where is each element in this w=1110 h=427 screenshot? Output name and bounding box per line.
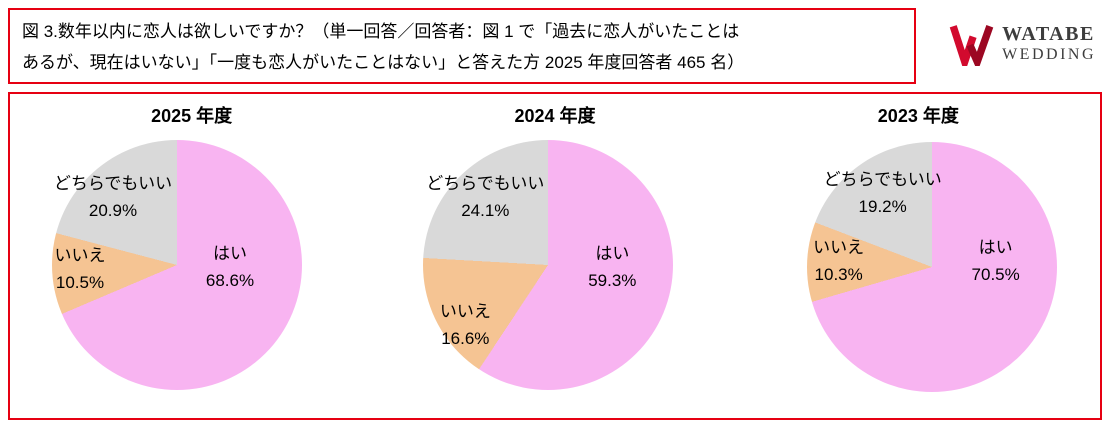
pie-label-no: いいえ 10.3% <box>799 234 879 288</box>
logo-brand-top: WATABE <box>1002 23 1095 46</box>
pie-label-yes: はい 68.6% <box>185 240 275 294</box>
pie-label-value: 68.6% <box>205 271 255 290</box>
pie-label-neutral: どちらでもいい 20.9% <box>38 170 188 224</box>
charts-row: 2025 年度 はい 68.6% いいえ 10.5% どちらでもいい 20.9%… <box>10 94 1100 418</box>
pie-label-value: 10.5% <box>55 273 105 292</box>
pie-chart-2023: 2023 年度 はい 70.5% いいえ 10.3% どちらでもいい 19.2% <box>737 94 1100 418</box>
pie-chart-2024: 2024 年度 はい 59.3% いいえ 16.6% どちらでもいい 24.1% <box>373 94 736 418</box>
pie-label-value: 19.2% <box>858 197 907 216</box>
pie-label-value: 59.3% <box>588 271 637 290</box>
watabe-ribbon-w-icon <box>949 25 994 66</box>
pie-label-text: いいえ <box>813 238 865 257</box>
pie-label-text: いいえ <box>439 302 491 321</box>
logo-text: WATABE WEDDING <box>1002 23 1096 64</box>
pie-label-text: はい <box>213 244 247 263</box>
pie-label-text: はい <box>595 244 630 263</box>
chart-title-2023: 2023 年度 <box>877 106 959 126</box>
pie-label-yes: はい 70.5% <box>951 234 1041 288</box>
pie-label-value: 70.5% <box>971 265 1020 284</box>
pie-chart-2025: 2025 年度 はい 68.6% いいえ 10.5% どちらでもいい 20.9% <box>10 94 373 418</box>
pie-label-text: どちらでもいい <box>53 174 173 193</box>
pie-2025 <box>52 140 302 390</box>
pie-label-text: どちらでもいい <box>823 170 942 189</box>
pie-label-value: 20.9% <box>88 201 138 220</box>
pie-label-no: いいえ 16.6% <box>425 298 505 352</box>
pie-label-text: いいえ <box>54 246 106 265</box>
pie-label-text: どちらでもいい <box>426 174 545 193</box>
pie-label-neutral: どちらでもいい 24.1% <box>410 170 560 224</box>
pie-label-text: はい <box>978 238 1013 257</box>
pie-label-value: 24.1% <box>461 201 510 220</box>
figure-title-line2: あるが、現在はいない」「一度も恋人がいたことはない」と答えた方 2025 年度回… <box>22 53 745 72</box>
pie-label-neutral: どちらでもいい 19.2% <box>808 166 958 220</box>
pie-label-yes: はい 59.3% <box>567 240 657 294</box>
pie-label-value: 10.3% <box>814 265 863 284</box>
figure-title-box: 図 3.数年以内に恋人は欲しいですか？（単一回答／回答者：図 1 で「過去に恋人… <box>8 8 916 84</box>
chart-title-2024: 2024 年度 <box>514 106 596 126</box>
figure-title-line1: 図 3.数年以内に恋人は欲しいですか？（単一回答／回答者：図 1 で「過去に恋人… <box>22 22 740 41</box>
chart-title-2025: 2025 年度 <box>151 106 233 126</box>
pie-label-value: 16.6% <box>441 329 490 348</box>
pie-2023 <box>806 142 1057 392</box>
pie-2024 <box>423 140 674 390</box>
pie-label-no: いいえ 10.5% <box>40 242 120 296</box>
chart-panel: 2025 年度 はい 68.6% いいえ 10.5% どちらでもいい 20.9%… <box>8 92 1102 420</box>
watabe-wedding-logo: WATABE WEDDING <box>948 22 1096 66</box>
logo-brand-bottom: WEDDING <box>1002 46 1096 64</box>
